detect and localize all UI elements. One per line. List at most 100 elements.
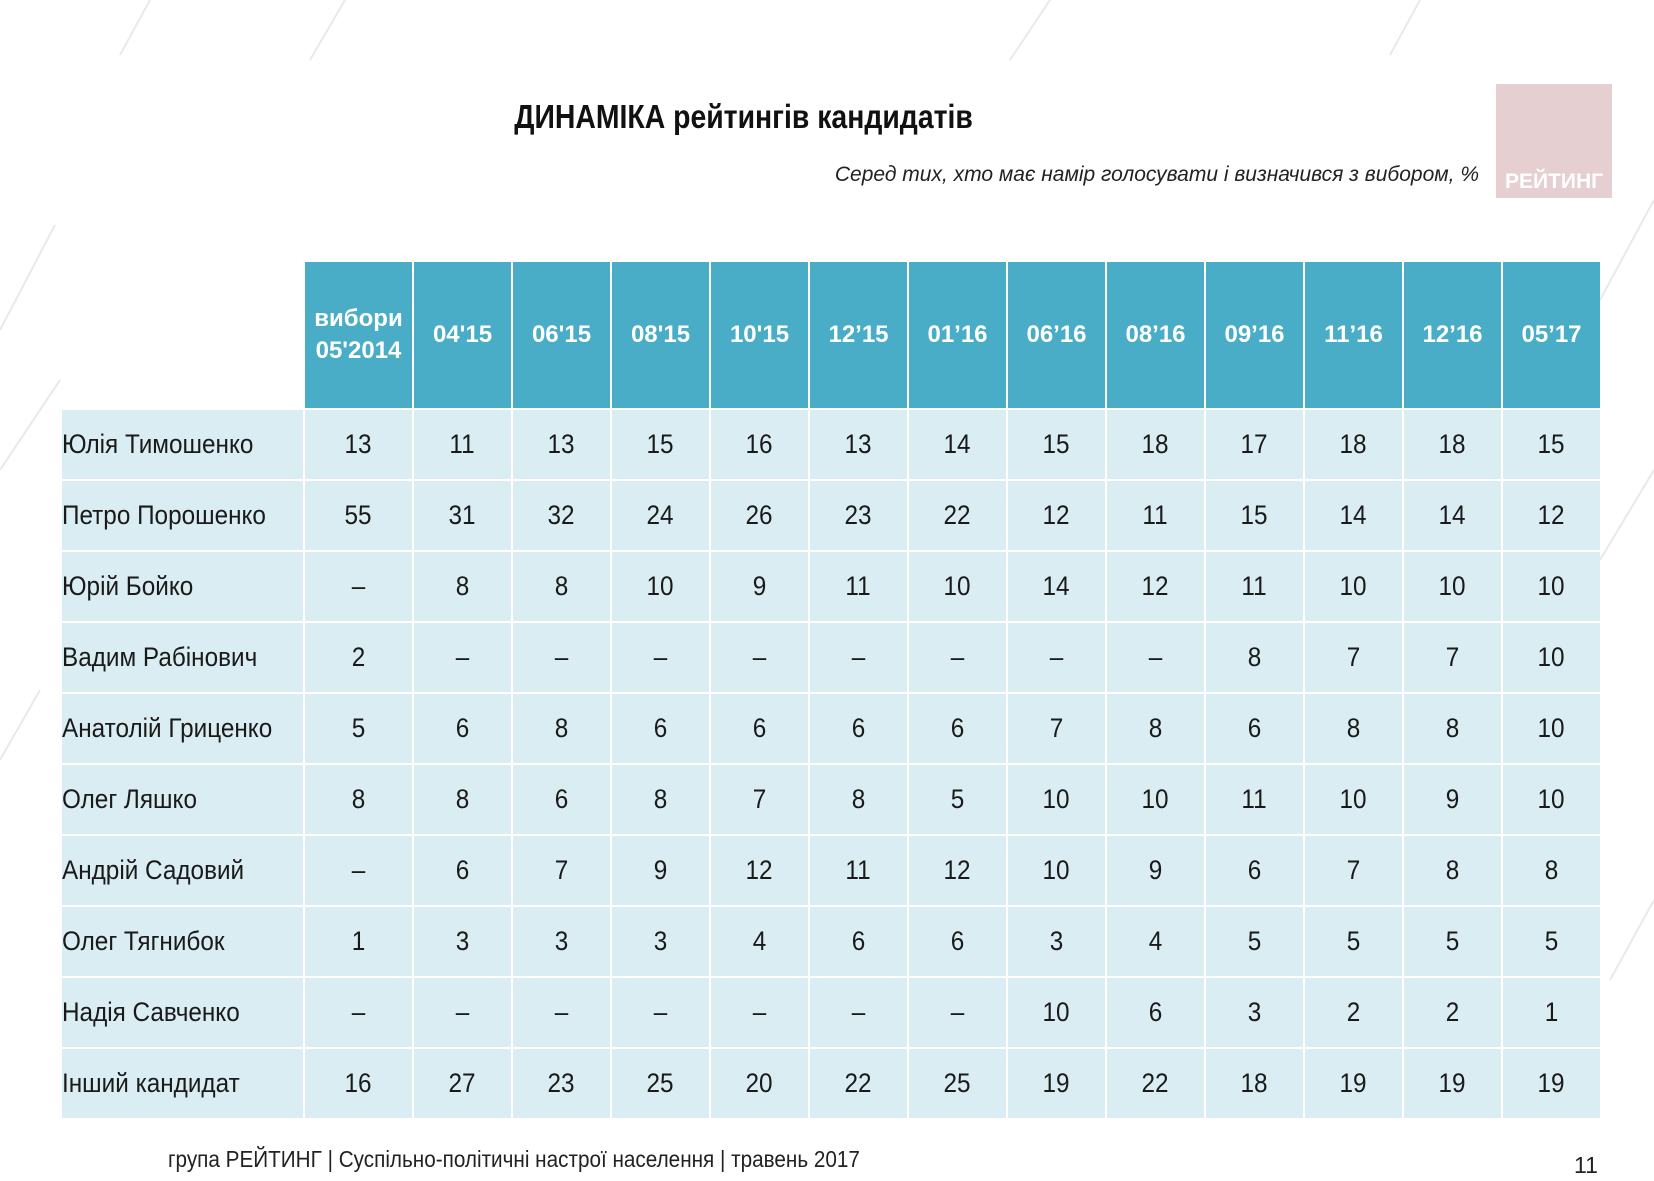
rating-value-cell: 15 — [1206, 481, 1303, 550]
rating-value-cell: 25 — [612, 1049, 709, 1118]
rating-value-cell: 8 — [612, 765, 709, 834]
rating-value: 6 — [851, 713, 866, 743]
column-header-label: 08'15 — [630, 321, 691, 348]
rating-value: 7 — [1346, 642, 1361, 672]
rating-value-cell: 6 — [810, 694, 907, 763]
column-header-label: 10'15 — [729, 321, 790, 348]
rating-value: 8 — [1445, 855, 1460, 885]
rating-value-cell: 9 — [612, 836, 709, 905]
rating-value: 32 — [547, 500, 576, 530]
rating-value: – — [351, 997, 366, 1027]
rating-value: 14 — [1042, 571, 1071, 601]
rating-value-cell: 14 — [1008, 552, 1105, 621]
rating-value: 3 — [554, 926, 569, 956]
rating-value-cell: 3 — [414, 907, 511, 976]
rating-value: – — [1049, 642, 1064, 672]
rating-value-cell: 17 — [1206, 410, 1303, 479]
rating-value: 10 — [646, 571, 675, 601]
rating-value-cell: 2 — [305, 623, 412, 692]
rating-value-cell: 13 — [810, 410, 907, 479]
rating-value: 13 — [344, 429, 373, 459]
rating-value-cell: 6 — [909, 694, 1006, 763]
rating-value-cell: 19 — [1008, 1049, 1105, 1118]
rating-value-cell: 8 — [810, 765, 907, 834]
rating-value-cell: 7 — [711, 765, 808, 834]
rating-value: 9 — [1148, 855, 1163, 885]
rating-value: 7 — [1346, 855, 1361, 885]
rating-value: 10 — [1042, 997, 1071, 1027]
rating-value: 12 — [745, 855, 774, 885]
candidate-name: Вадим Рабінович — [62, 642, 258, 672]
rating-value: 3 — [653, 926, 668, 956]
rating-value: 6 — [1247, 855, 1262, 885]
rating-value-cell: 18 — [1107, 410, 1204, 479]
rating-value-cell: 6 — [810, 907, 907, 976]
rating-value: – — [752, 642, 767, 672]
rating-value: 11 — [845, 571, 872, 601]
column-header-label: вибори — [314, 305, 403, 332]
column-header-label: 06'15 — [531, 321, 592, 348]
rating-value-cell: 7 — [1008, 694, 1105, 763]
rating-value: 9 — [653, 855, 668, 885]
rating-value: 15 — [1042, 429, 1071, 459]
rating-value-cell: 25 — [909, 1049, 1006, 1118]
rating-value-cell: 5 — [1206, 907, 1303, 976]
rating-value: 14 — [1438, 500, 1467, 530]
rating-value-cell: 11 — [810, 552, 907, 621]
rating-value-cell: 10 — [1008, 978, 1105, 1047]
rating-value: 11 — [1241, 571, 1268, 601]
rating-value: 11 — [1241, 784, 1268, 814]
rating-value: – — [351, 855, 366, 885]
rating-value: 11 — [845, 855, 872, 885]
candidate-name: Надія Савченко — [62, 997, 240, 1027]
candidate-name-cell: Надія Савченко — [62, 978, 303, 1047]
rating-value: 10 — [1042, 784, 1071, 814]
rating-value: 31 — [448, 500, 477, 530]
rating-value-cell: 7 — [1305, 623, 1402, 692]
rating-value: 5 — [1544, 926, 1559, 956]
rating-value: 8 — [1445, 713, 1460, 743]
rating-value-cell: 9 — [1107, 836, 1204, 905]
candidate-name-cell: Петро Порошенко — [62, 481, 303, 550]
rating-value: 9 — [752, 571, 767, 601]
rating-value: 8 — [1346, 713, 1361, 743]
candidate-name: Андрій Садовий — [62, 855, 245, 885]
rating-value: 55 — [344, 500, 373, 530]
rating-value: – — [950, 642, 965, 672]
rating-value-cell: 23 — [513, 1049, 610, 1118]
column-header-label: 12’16 — [1422, 321, 1483, 348]
column-header: вибори 05'2014 — [305, 262, 412, 408]
rating-value: 2 — [1346, 997, 1361, 1027]
rating-value: 6 — [1148, 997, 1163, 1027]
candidate-name-cell: Олег Ляшко — [62, 765, 303, 834]
rating-value: – — [653, 642, 668, 672]
column-header: 01’16 — [909, 262, 1006, 408]
rating-value: 10 — [1438, 571, 1467, 601]
rating-value: 12 — [1141, 571, 1170, 601]
column-header-label: 06’16 — [1026, 321, 1087, 348]
rating-value-cell: 6 — [1206, 694, 1303, 763]
rating-value-cell: 16 — [711, 410, 808, 479]
rating-value-cell: 19 — [1404, 1049, 1501, 1118]
rating-value-cell: 15 — [1503, 410, 1600, 479]
rating-value: 18 — [1240, 1068, 1269, 1098]
column-header-label: 08’16 — [1125, 321, 1186, 348]
rating-value: 5 — [351, 713, 366, 743]
ratings-table: вибори 05'2014 04'15 06'15 08'15 10'15 12’15 01… — [60, 260, 1602, 1120]
rating-value: – — [455, 997, 470, 1027]
column-header: 08'15 — [612, 262, 709, 408]
rating-value-cell: 8 — [1206, 623, 1303, 692]
candidate-name: Юрій Бойко — [62, 571, 194, 601]
rating-value: 26 — [745, 500, 774, 530]
rating-value: 12 — [943, 855, 972, 885]
candidate-name-cell: Олег Тягнибок — [62, 907, 303, 976]
rating-value: 10 — [1339, 784, 1368, 814]
rating-value-cell: – — [305, 552, 412, 621]
rating-value-cell: 3 — [1206, 978, 1303, 1047]
rating-value-cell: – — [513, 623, 610, 692]
column-header: 04'15 — [414, 262, 511, 408]
rating-value: 4 — [752, 926, 767, 956]
rating-value: 25 — [646, 1068, 675, 1098]
rating-value-cell: 8 — [1404, 836, 1501, 905]
rating-value: 7 — [752, 784, 767, 814]
